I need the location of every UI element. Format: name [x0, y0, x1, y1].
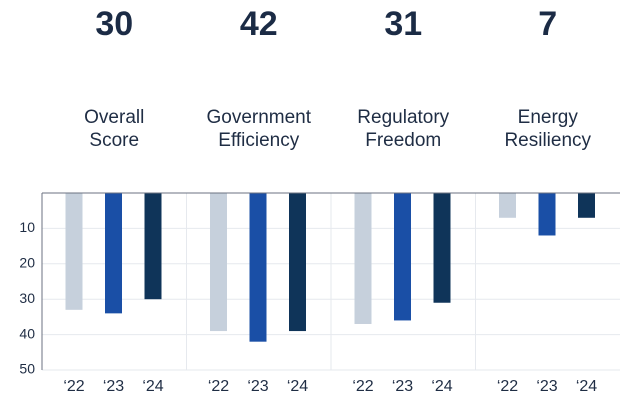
x-tick-label: ‘24	[431, 378, 452, 395]
panel-title: Resiliency	[504, 130, 591, 151]
y-tick-label: 40	[19, 325, 35, 341]
x-tick-label: ‘23	[247, 378, 268, 395]
headline: 42	[240, 5, 278, 43]
headline: 7	[538, 5, 557, 43]
bar	[249, 193, 267, 342]
x-tick-label: ‘22	[208, 378, 229, 395]
bar	[433, 193, 451, 303]
bar	[354, 193, 372, 324]
bar	[394, 193, 411, 321]
headline: 30	[95, 5, 133, 43]
x-tick-label: ‘24	[287, 378, 308, 395]
bar	[538, 193, 556, 236]
x-tick-label: ‘22	[497, 378, 518, 395]
x-tick-label: ‘22	[63, 378, 84, 395]
panel-title: Score	[89, 130, 139, 151]
y-tick-label: 50	[19, 361, 35, 377]
bar	[499, 193, 516, 218]
panel-title: Overall	[84, 107, 144, 128]
x-tick-label: ‘24	[142, 378, 163, 395]
bar	[105, 193, 122, 314]
y-tick-label: 10	[19, 219, 35, 235]
x-tick-label: ‘23	[536, 378, 557, 395]
x-tick-label: ‘24	[576, 378, 597, 395]
bar	[210, 193, 227, 332]
x-tick-label: ‘23	[392, 378, 413, 395]
panel-title: Efficiency	[218, 130, 299, 151]
bar	[578, 193, 595, 218]
headline: 31	[384, 5, 422, 43]
bar	[289, 193, 306, 332]
y-tick-label: 20	[19, 255, 35, 271]
y-tick-label: 30	[19, 290, 35, 306]
panel-title: Government	[206, 107, 311, 128]
panel-title: Energy	[518, 107, 579, 128]
panel-title: Regulatory	[357, 107, 449, 128]
bar	[65, 193, 83, 310]
bar	[144, 193, 162, 300]
x-tick-label: ‘22	[352, 378, 373, 395]
panel-title: Freedom	[365, 130, 441, 151]
x-tick-label: ‘23	[103, 378, 124, 395]
